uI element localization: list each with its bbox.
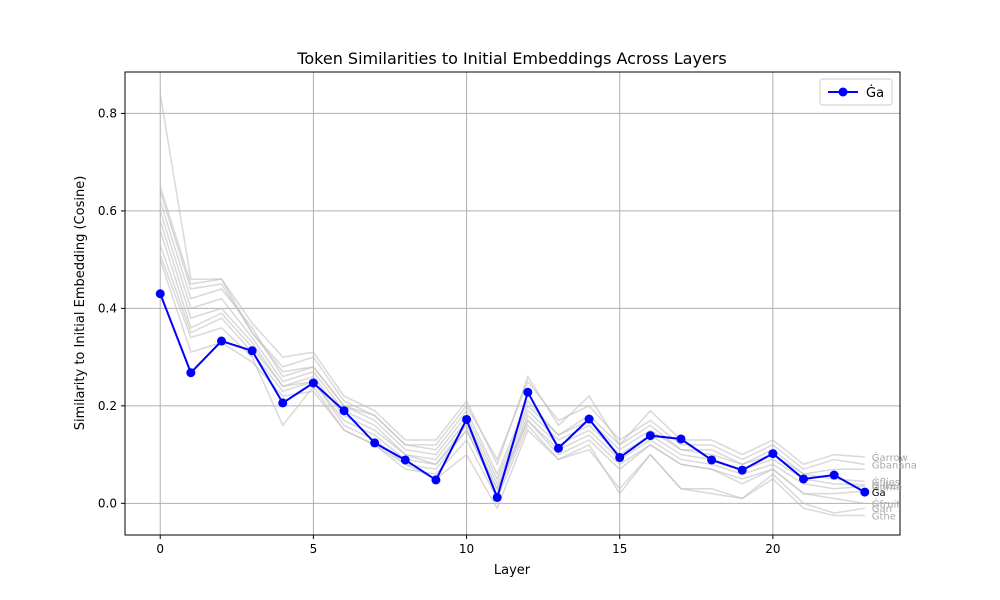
highlight-series-point <box>186 368 196 378</box>
highlight-series-point <box>339 406 349 416</box>
highlight-series-point <box>431 475 441 485</box>
highlight-series-point <box>278 398 288 408</box>
series-end-label: Ġflies <box>872 475 900 488</box>
highlight-series-point <box>584 414 594 424</box>
x-tick-label: 5 <box>310 542 318 556</box>
series-end-label: Ġfruit <box>872 497 900 510</box>
legend-entry-label: Ġa <box>866 84 884 101</box>
highlight-series-point <box>492 492 502 502</box>
highlight-series-line <box>159 293 866 501</box>
series-end-label: Ġthe <box>872 510 896 523</box>
plot-frame <box>124 71 901 536</box>
legend-point-marker <box>838 87 848 97</box>
series-line-Ġfruit <box>159 244 865 505</box>
x-tick-label: 0 <box>156 542 164 556</box>
highlight-series-point <box>707 455 717 465</box>
highlight-series-point <box>737 465 747 475</box>
series-end-label: Ġbanana <box>872 458 917 471</box>
y-tick-label: 0.8 <box>98 106 117 120</box>
highlight-series-point <box>645 431 655 441</box>
highlight-series-point <box>370 438 380 448</box>
chart-title: Token Similarities to Initial Embeddings… <box>296 49 726 68</box>
grid-lines <box>125 72 900 535</box>
highlight-series-point <box>462 414 472 424</box>
highlight-series-point <box>216 336 226 346</box>
y-tick-label: 0.4 <box>98 301 117 315</box>
series-line-Ġbanana <box>159 186 865 471</box>
highlight-series-point <box>247 346 257 356</box>
y-tick-label: 0.0 <box>98 496 117 510</box>
series-end-label: Ġa <box>872 486 886 499</box>
highlight-series-point <box>676 434 686 444</box>
series-end-label: Ġarrow <box>872 451 908 464</box>
highlight-series-point <box>553 443 563 453</box>
highlight-series-point <box>768 449 778 459</box>
highlight-series <box>155 289 870 502</box>
series-line-Ġof <box>159 191 865 476</box>
highlight-series-point <box>799 474 809 484</box>
highlight-series-point <box>155 289 165 299</box>
series-end-label: Ġtime <box>872 480 902 493</box>
series-line-Ġis <box>159 230 865 495</box>
x-axis-label: Layer <box>494 563 531 578</box>
legend: Ġa <box>819 78 893 106</box>
series-end-label: Ġlike <box>872 479 897 492</box>
highlight-series-point <box>829 470 839 480</box>
series-end-label: Ġan <box>872 502 892 515</box>
highlight-series-point <box>615 453 625 463</box>
y-tick-label: 0.2 <box>98 399 117 413</box>
x-tick-label: 20 <box>765 542 780 556</box>
highlight-series-point <box>400 455 410 465</box>
highlight-series-point <box>308 378 318 388</box>
highlight-series-point <box>523 387 533 397</box>
y-axis-label: Similarity to Initial Embedding (Cosine) <box>73 176 88 431</box>
axis-ticks: 0 5 10 15 20 0.0 0.2 0.4 0.6 0.8 <box>98 106 781 556</box>
series-line-Ġthe <box>159 259 865 517</box>
highlight-series-point <box>860 487 870 497</box>
x-tick-label: 10 <box>459 542 474 556</box>
x-tick-label: 15 <box>612 542 627 556</box>
y-tick-label: 0.6 <box>98 204 117 218</box>
